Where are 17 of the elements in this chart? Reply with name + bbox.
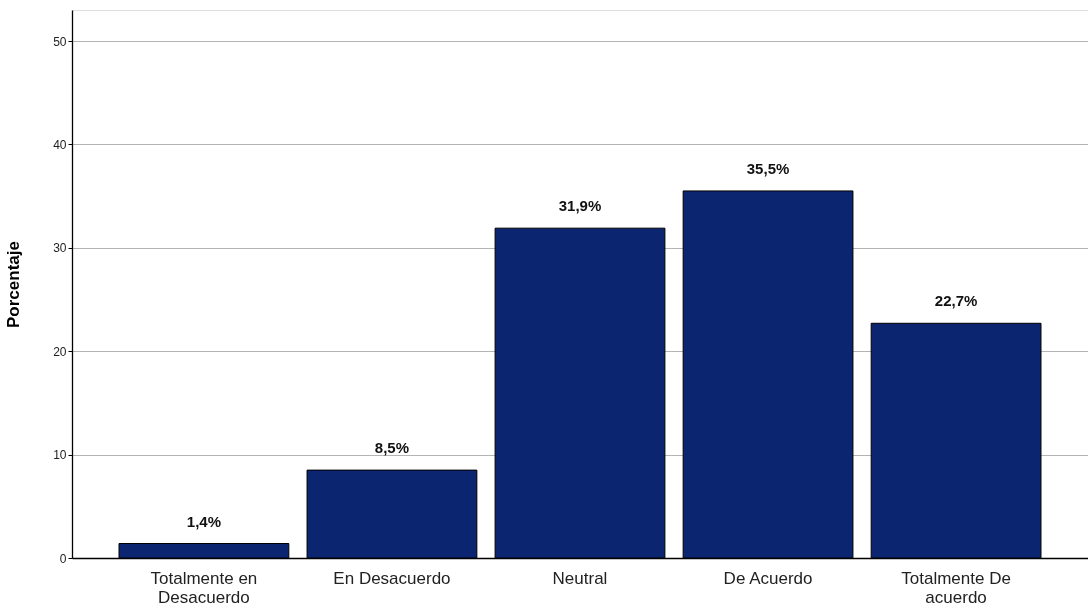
y-tick-label: 10 [53, 448, 67, 463]
data-label: 31,9% [558, 197, 602, 215]
x-tick-label: De Acuerdo [723, 568, 813, 588]
y-tick-label: 30 [53, 241, 67, 256]
data-label: 35,5% [746, 159, 790, 177]
data-label: 22,7% [934, 292, 978, 310]
y-tick-label: 50 [53, 34, 67, 49]
y-tick-label: 20 [53, 344, 67, 359]
y-tick-label: 0 [59, 551, 67, 566]
data-label: 8,5% [374, 439, 410, 457]
x-tick-label: En Desacuerdo [333, 568, 451, 588]
y-axis-title: Porcentaje [4, 241, 24, 328]
data-label: 1,4% [186, 512, 222, 530]
x-tick-label: Totalmente De acuerdo [901, 568, 1011, 607]
y-tick-label: 40 [53, 137, 67, 152]
x-tick-label: Neutral [552, 568, 608, 588]
x-tick-label: Totalmente en Desacuerdo [150, 568, 258, 607]
